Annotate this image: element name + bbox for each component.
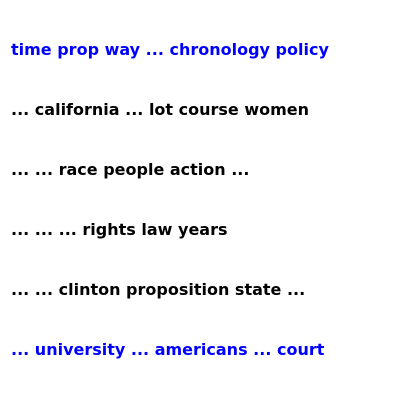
topic-line-3: ... ... race people action ... (11, 160, 250, 179)
topic-line-5: ... ... clinton proposition state ... (11, 280, 306, 299)
topic-line-1: time prop way ... chronology policy (11, 40, 329, 59)
topic-line-2: ... california ... lot course women (11, 100, 310, 119)
topic-line-6: ... university ... americans ... court (11, 340, 325, 359)
topic-line-4: ... ... ... rights law years (11, 220, 228, 239)
